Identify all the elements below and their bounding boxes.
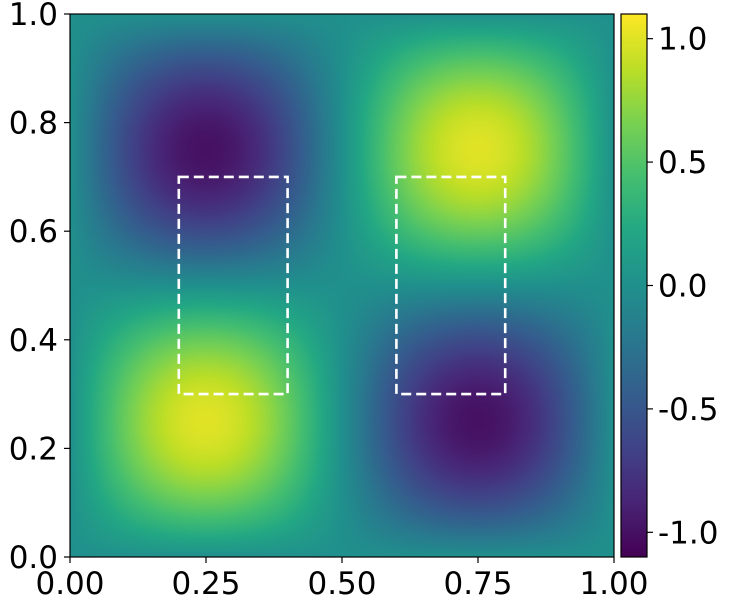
y-tick-label: 0.6	[9, 214, 58, 250]
y-tick-label: 0.8	[9, 106, 58, 142]
y-tick-label: 0.2	[9, 431, 58, 467]
dashed-rectangle-2	[395, 175, 507, 396]
x-tick-label: 1.00	[579, 566, 648, 602]
colorbar-ticks: 1.0 0.5 0.0 -0.5 -1.0	[647, 22, 719, 551]
colorbar-tick-label: -1.0	[658, 515, 719, 551]
x-tick-label: 0.25	[171, 566, 240, 602]
colorbar: 1.0 0.5 0.0 -0.5 -1.0	[620, 13, 719, 558]
dashed-rectangle-1	[177, 175, 289, 396]
x-tick-label: 0.00	[35, 566, 104, 602]
heatmap-image	[70, 14, 614, 557]
colorbar-tick-label: 0.5	[658, 145, 707, 181]
colorbar-gradient	[621, 14, 647, 557]
colorbar-tick-label: 0.0	[658, 269, 707, 305]
y-tick-label: 0.4	[9, 323, 58, 359]
colorbar-tick-label: -0.5	[658, 392, 719, 428]
x-tick-label: 0.75	[443, 566, 512, 602]
annotation-layer	[177, 175, 507, 396]
x-axis: 0.00 0.25 0.50 0.75 1.00	[35, 557, 649, 602]
x-tick-label: 0.50	[307, 566, 376, 602]
y-tick-label: 1.0	[9, 0, 58, 33]
colorbar-tick-label: 1.0	[658, 22, 707, 58]
y-axis: 0.0 0.2 0.4 0.6 0.8 1.0	[9, 0, 70, 576]
plot-area	[69, 13, 615, 558]
y-tick-label: 0.0	[9, 540, 58, 576]
